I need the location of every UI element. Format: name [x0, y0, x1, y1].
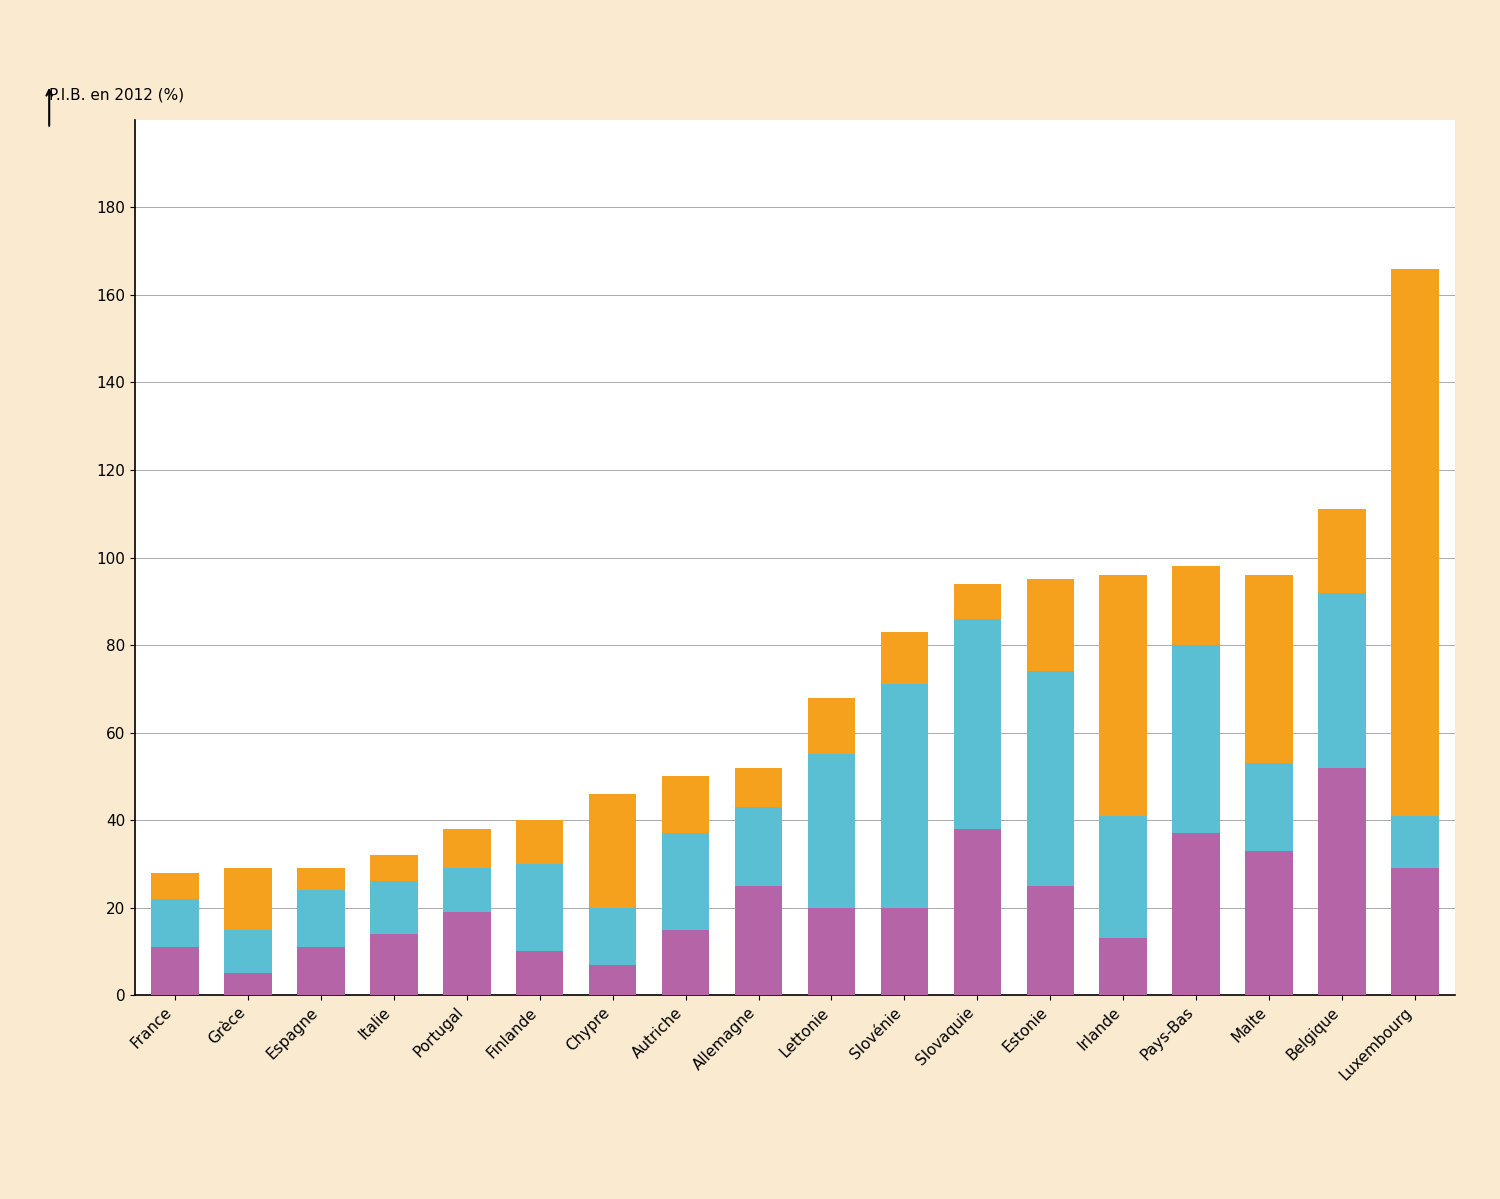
Bar [1318, 510, 1365, 592]
Bar [152, 947, 200, 995]
Bar [590, 794, 636, 908]
Bar [516, 820, 564, 863]
Bar [808, 698, 855, 754]
Bar [662, 833, 710, 929]
Text: P.I.B. en 2012 (%): P.I.B. en 2012 (%) [50, 88, 184, 102]
Bar [1245, 576, 1293, 764]
Bar [590, 908, 636, 964]
Bar [152, 899, 200, 947]
Bar [735, 886, 782, 995]
Bar [225, 974, 272, 995]
Bar [1173, 566, 1219, 645]
Bar [880, 908, 928, 995]
Bar [442, 829, 491, 868]
Bar [1390, 815, 1438, 868]
Bar [662, 777, 710, 833]
Bar [808, 908, 855, 995]
Bar [1173, 645, 1219, 833]
Bar [1318, 767, 1365, 995]
Bar [442, 868, 491, 912]
Bar [442, 912, 491, 995]
Bar [370, 934, 417, 995]
Bar [808, 754, 855, 908]
Bar [297, 868, 345, 890]
Bar [1100, 815, 1148, 939]
Bar [880, 685, 928, 908]
Bar [662, 929, 710, 995]
Bar [1245, 764, 1293, 851]
Bar [370, 881, 417, 934]
Bar [1026, 579, 1074, 671]
Bar [1173, 833, 1219, 995]
Bar [1390, 868, 1438, 995]
Bar [735, 807, 782, 886]
Bar [516, 863, 564, 952]
Bar [954, 829, 1000, 995]
Bar [1245, 851, 1293, 995]
Bar [590, 964, 636, 995]
Bar [152, 873, 200, 899]
Bar [1026, 671, 1074, 886]
Bar [225, 929, 272, 974]
Bar [297, 947, 345, 995]
Bar [1318, 592, 1365, 767]
Bar [297, 890, 345, 947]
Bar [370, 855, 417, 881]
Bar [1390, 269, 1438, 815]
Bar [954, 619, 1000, 829]
Bar [954, 584, 1000, 619]
Bar [1100, 939, 1148, 995]
Bar [225, 868, 272, 929]
Bar [880, 632, 928, 685]
Bar [1026, 886, 1074, 995]
Bar [1100, 576, 1148, 815]
Bar [516, 952, 564, 995]
Bar [735, 767, 782, 807]
